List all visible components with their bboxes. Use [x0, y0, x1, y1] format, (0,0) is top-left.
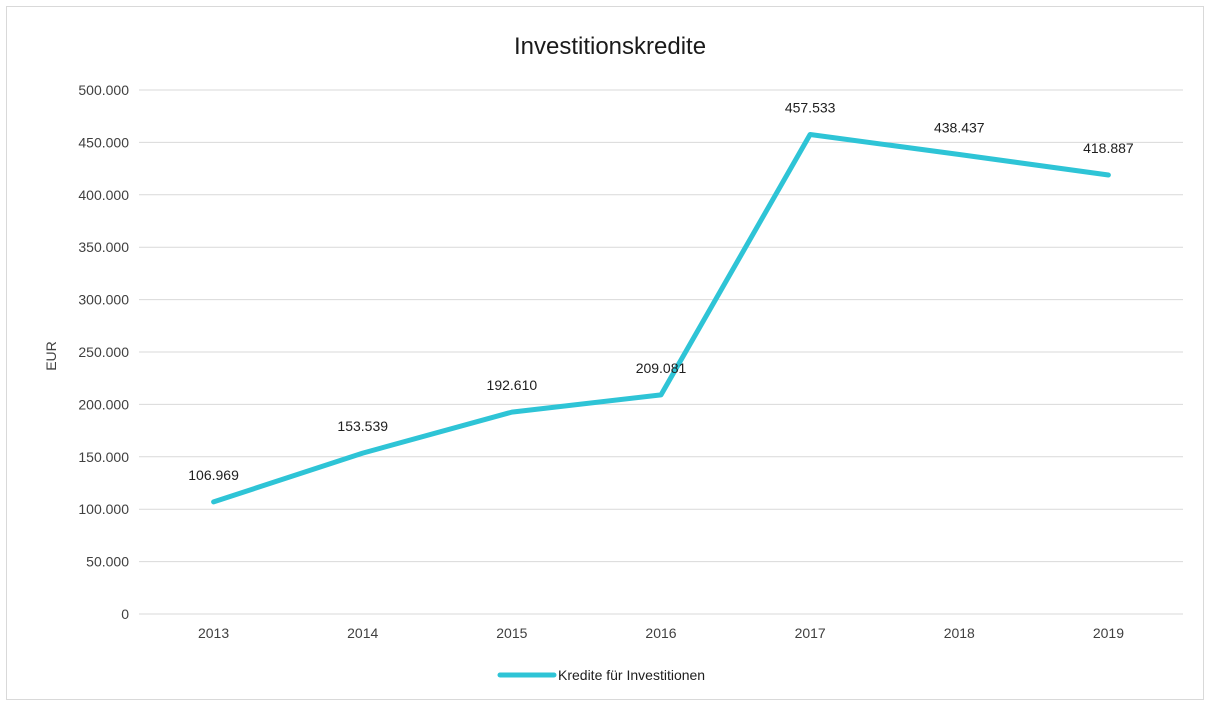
x-tick-label: 2014 — [347, 625, 378, 641]
y-axis-title: EUR — [43, 341, 59, 371]
x-tick-label: 2018 — [944, 625, 975, 641]
y-tick-label: 100.000 — [78, 501, 129, 517]
data-labels: 106.969 153.539 192.610 209.081 457.533 438.4… — [188, 100, 1134, 483]
legend[interactable]: Kredite für Investitionen — [497, 667, 705, 683]
x-tick-label: 2015 — [496, 625, 527, 641]
x-tick-label: 2019 — [1093, 625, 1124, 641]
data-label: 153.539 — [337, 418, 388, 434]
y-tick-label: 150.000 — [78, 449, 129, 465]
y-axis-tick-labels: 0 50.000 100.000 150.000 200.000 250.000 300.0… — [78, 82, 129, 622]
data-label: 192.610 — [487, 377, 538, 393]
y-tick-label: 0 — [121, 606, 129, 622]
y-tick-label: 500.000 — [78, 82, 129, 98]
data-label: 106.969 — [188, 467, 239, 483]
legend-label: Kredite für Investitionen — [558, 667, 705, 683]
x-axis-tick-labels: 2013 2014 2015 2016 2017 2018 2019 — [198, 625, 1124, 641]
chart-frame — [6, 6, 1204, 700]
gridlines — [139, 89, 1183, 615]
y-tick-label: 250.000 — [78, 344, 129, 360]
series-group — [211, 132, 1111, 505]
series-line — [211, 132, 1111, 505]
x-tick-label: 2013 — [198, 625, 229, 641]
data-label: 418.887 — [1083, 140, 1134, 156]
y-tick-label: 350.000 — [78, 239, 129, 255]
data-label: 438.437 — [934, 120, 985, 136]
y-tick-label: 400.000 — [78, 187, 129, 203]
data-label: 457.533 — [785, 100, 836, 116]
y-tick-label: 300.000 — [78, 292, 129, 308]
y-tick-label: 50.000 — [86, 554, 129, 570]
data-label: 209.081 — [636, 360, 687, 376]
y-tick-label: 200.000 — [78, 396, 129, 412]
x-tick-label: 2016 — [645, 625, 676, 641]
y-tick-label: 450.000 — [78, 134, 129, 150]
x-tick-label: 2017 — [795, 625, 826, 641]
chart-title: Investitionskredite — [514, 33, 706, 60]
